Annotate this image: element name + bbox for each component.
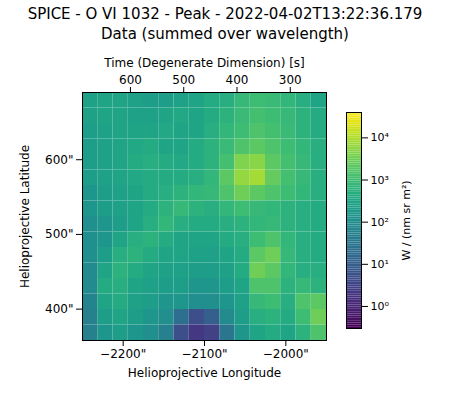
html-text:SPICE - O VI 1032 - Peak - 202: SPICE - O VI 1032 - Peak - 2022-04-02T13… xyxy=(27,5,423,23)
svg-text:600": 600" xyxy=(45,153,73,167)
svg-text:400: 400 xyxy=(226,73,249,87)
svg-text:10⁰: 10⁰ xyxy=(371,300,390,313)
svg-text:10¹: 10¹ xyxy=(371,258,389,271)
svg-text:10³: 10³ xyxy=(371,174,389,187)
svg-text:500: 500 xyxy=(172,73,195,87)
svg-text:W / (nm sr m²): W / (nm sr m²) xyxy=(400,180,413,260)
svg-text:−2000": −2000" xyxy=(263,347,309,361)
svg-text:−2100": −2100" xyxy=(181,347,227,361)
svg-text:10⁴: 10⁴ xyxy=(371,131,390,144)
svg-text:−2200": −2200" xyxy=(100,347,146,361)
svg-text:10²: 10² xyxy=(371,216,389,229)
svg-text:Time (Degenerate Dimension) [s: Time (Degenerate Dimension) [s] xyxy=(103,56,305,70)
svg-text:300: 300 xyxy=(279,73,302,87)
svg-text:400": 400" xyxy=(45,302,73,316)
html-text:Data (summed over wavelength): Data (summed over wavelength) xyxy=(101,25,349,43)
svg-text:Helioprojective Latitude: Helioprojective Latitude xyxy=(18,145,32,288)
svg-text:600: 600 xyxy=(119,73,142,87)
svg-text:500": 500" xyxy=(45,227,73,241)
svg-text:Helioprojective Longitude: Helioprojective Longitude xyxy=(128,366,281,380)
